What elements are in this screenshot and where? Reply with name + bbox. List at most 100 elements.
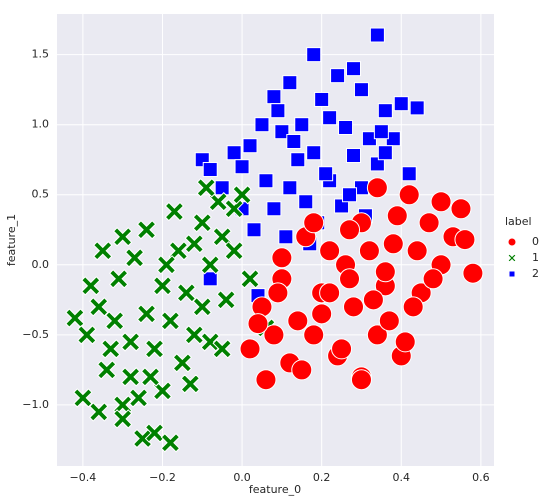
point — [338, 119, 354, 135]
y-tick-label: −1.0 — [22, 398, 49, 411]
point — [105, 311, 125, 331]
point — [120, 332, 141, 352]
point — [319, 240, 341, 262]
point — [81, 276, 101, 296]
point — [168, 241, 189, 261]
point — [373, 124, 389, 140]
legend-label: 2 — [532, 267, 539, 280]
point — [334, 198, 350, 214]
x-tick-label: −0.4 — [70, 471, 97, 484]
point — [398, 184, 420, 206]
y-tick-label: 0.5 — [32, 188, 50, 201]
point — [202, 271, 218, 287]
point — [282, 180, 298, 196]
point — [200, 255, 220, 275]
point — [216, 290, 236, 310]
x-tick-label: −0.2 — [149, 471, 176, 484]
legend-marker — [508, 270, 516, 278]
point — [172, 353, 193, 373]
point — [377, 145, 393, 161]
point — [192, 297, 212, 317]
point — [374, 261, 396, 283]
point — [386, 205, 408, 227]
point — [89, 402, 109, 422]
point — [382, 233, 404, 255]
point — [128, 388, 149, 408]
point — [184, 325, 205, 345]
point — [286, 134, 302, 150]
point — [212, 339, 232, 359]
point — [247, 313, 269, 335]
point — [303, 324, 325, 346]
point — [240, 269, 260, 289]
point — [152, 381, 173, 401]
point — [290, 152, 306, 168]
point — [212, 227, 232, 247]
point — [214, 180, 230, 196]
point — [124, 248, 145, 268]
point — [73, 388, 93, 408]
point — [343, 296, 365, 318]
point — [152, 276, 173, 296]
point — [318, 166, 334, 182]
point — [266, 201, 282, 217]
point — [242, 138, 258, 154]
point — [342, 187, 358, 203]
point — [406, 240, 428, 262]
point — [362, 289, 384, 311]
point — [418, 212, 440, 234]
point — [246, 222, 262, 238]
point — [339, 219, 361, 241]
point — [353, 82, 369, 98]
point — [263, 324, 285, 346]
point — [112, 227, 133, 247]
point — [322, 110, 338, 126]
point — [266, 89, 282, 105]
legend-marker — [507, 237, 517, 247]
point — [112, 409, 133, 429]
point — [294, 117, 310, 133]
point — [208, 192, 228, 212]
legend-label: 0 — [532, 235, 539, 248]
point — [164, 201, 185, 222]
point — [282, 75, 298, 91]
point — [132, 428, 153, 449]
point — [224, 199, 244, 219]
point — [366, 324, 388, 346]
point — [287, 310, 309, 332]
y-tick-label: 0.0 — [32, 258, 50, 271]
point — [402, 296, 424, 318]
point — [401, 166, 417, 182]
point — [339, 268, 361, 290]
point — [378, 310, 400, 332]
point — [89, 297, 109, 317]
point — [330, 68, 346, 84]
point — [136, 304, 157, 324]
point — [202, 162, 218, 178]
point — [267, 282, 289, 304]
point — [180, 374, 201, 394]
point — [108, 269, 129, 289]
point — [184, 234, 205, 254]
legend-title: label — [505, 215, 532, 228]
point — [430, 191, 452, 213]
y-tick-label: 1.0 — [32, 118, 50, 131]
point — [140, 367, 161, 387]
point — [331, 338, 353, 360]
point — [234, 159, 250, 175]
point — [93, 241, 113, 261]
point — [232, 185, 252, 205]
point — [112, 395, 133, 415]
point — [369, 156, 385, 172]
point — [306, 145, 322, 161]
point — [450, 198, 472, 220]
legend-marker — [507, 253, 517, 263]
point — [239, 338, 261, 360]
point — [454, 229, 476, 251]
legend-label: 1 — [532, 251, 539, 264]
point — [346, 148, 362, 164]
point — [274, 124, 290, 140]
x-axis-label: feature_0 — [249, 483, 301, 496]
